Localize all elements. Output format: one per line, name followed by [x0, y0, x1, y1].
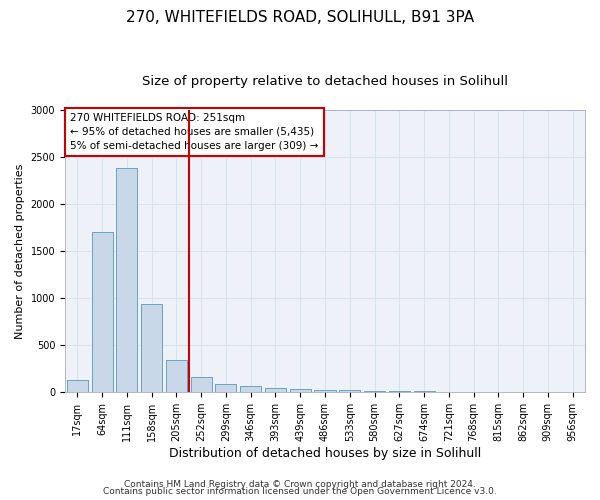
Y-axis label: Number of detached properties: Number of detached properties: [15, 164, 25, 339]
Text: 270 WHITEFIELDS ROAD: 251sqm
← 95% of detached houses are smaller (5,435)
5% of : 270 WHITEFIELDS ROAD: 251sqm ← 95% of de…: [70, 113, 319, 151]
Bar: [67, 380, 88, 392]
Bar: [339, 390, 360, 392]
Bar: [364, 391, 385, 392]
Bar: [191, 377, 212, 392]
Bar: [265, 388, 286, 392]
Bar: [240, 386, 261, 392]
Text: Contains public sector information licensed under the Open Government Licence v3: Contains public sector information licen…: [103, 487, 497, 496]
X-axis label: Distribution of detached houses by size in Solihull: Distribution of detached houses by size …: [169, 447, 481, 460]
Bar: [290, 390, 311, 392]
Bar: [92, 232, 113, 392]
Text: 270, WHITEFIELDS ROAD, SOLIHULL, B91 3PA: 270, WHITEFIELDS ROAD, SOLIHULL, B91 3PA: [126, 10, 474, 25]
Bar: [116, 168, 137, 392]
Text: Contains HM Land Registry data © Crown copyright and database right 2024.: Contains HM Land Registry data © Crown c…: [124, 480, 476, 489]
Bar: [314, 390, 335, 392]
Title: Size of property relative to detached houses in Solihull: Size of property relative to detached ho…: [142, 75, 508, 88]
Bar: [215, 384, 236, 392]
Bar: [141, 304, 162, 392]
Bar: [166, 360, 187, 392]
